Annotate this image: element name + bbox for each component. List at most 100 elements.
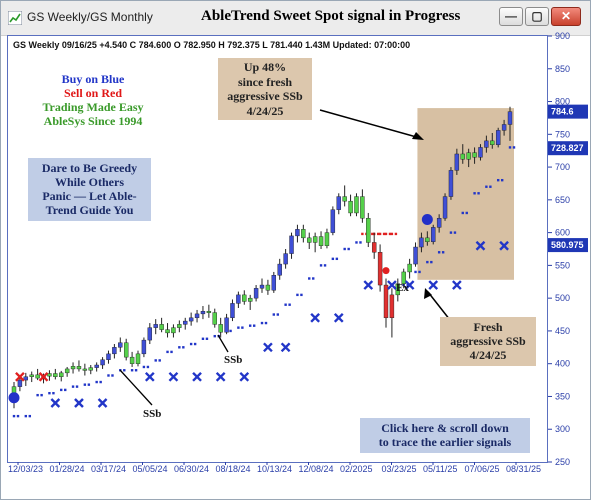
stop-dot (465, 211, 468, 215)
stop-dot (260, 321, 264, 325)
scroll-hint-line: to trace the earlier signals (378, 435, 512, 449)
candle-body (188, 317, 194, 322)
candle-body (401, 271, 406, 284)
candle-body (307, 237, 312, 243)
price-badge-label: 784.6 (551, 107, 574, 117)
stop-dot (40, 393, 43, 397)
x-stroke (310, 312, 320, 323)
y-tick-label: 900 (555, 31, 570, 41)
candle-body (283, 253, 288, 265)
blue-x-signal (428, 280, 439, 290)
stop-dot (201, 337, 205, 340)
candle-body (171, 327, 176, 334)
candle-body (165, 329, 170, 334)
stop-dot (418, 270, 421, 274)
x-stroke (97, 398, 108, 408)
stop-dot (437, 251, 441, 254)
candle-body (354, 196, 359, 214)
stop-dot (189, 342, 193, 346)
stop-dot (473, 192, 476, 195)
candle-body (295, 229, 300, 237)
tab-label[interactable]: GS Weekly/GS Monthly (27, 10, 153, 24)
candle-body (129, 356, 135, 364)
stop-dot (288, 303, 291, 306)
candle-body (324, 232, 330, 246)
x-stroke (452, 280, 462, 290)
close-button[interactable]: ✕ (551, 7, 581, 26)
candle-body (301, 229, 306, 239)
stop-dot (323, 264, 327, 267)
candle-body (23, 376, 29, 381)
blue-x-signal (452, 280, 462, 290)
scroll-hint-line: Click here & scroll down (381, 421, 509, 435)
price-badge (548, 238, 588, 253)
stop-dot (248, 324, 252, 327)
x-stroke (144, 371, 155, 382)
stop-dot (276, 313, 280, 316)
x-tick-label: 06/30/24 (174, 464, 209, 474)
candle-body (88, 367, 93, 371)
candle-body (377, 252, 383, 286)
x-stroke (280, 342, 291, 353)
stop-dot (477, 192, 480, 195)
stop-dot (52, 391, 55, 395)
candle-body (259, 284, 265, 289)
blue-x-signal (168, 371, 179, 382)
candle-body (419, 237, 424, 248)
minimize-button[interactable]: — (499, 7, 523, 26)
scroll-hint-button[interactable]: Click here & scroll down to trace the ea… (360, 418, 530, 453)
candle-body (271, 275, 277, 291)
up48-line: aggressive SSb (227, 89, 303, 103)
stop-dot (500, 178, 504, 182)
x-stroke (499, 240, 509, 251)
y-tick-label: 300 (555, 424, 570, 434)
sell-signal-dot (382, 267, 390, 275)
x-tick-label: 12/03/23 (8, 464, 43, 474)
candle-body (490, 140, 495, 145)
stop-dot (496, 178, 500, 182)
stop-dot (134, 369, 138, 372)
candle-body (53, 373, 58, 377)
red-stop-dot (384, 232, 388, 236)
up48-line: since fresh (237, 74, 293, 89)
red-x-signal (15, 371, 25, 382)
x-tick-label: 08/18/24 (216, 464, 251, 474)
stop-dot (343, 247, 346, 251)
candle-body (159, 324, 164, 330)
stop-dot (359, 241, 362, 244)
stop-dot (95, 380, 98, 384)
stop-dot (28, 414, 32, 418)
candle-body (484, 140, 489, 148)
x-tick-label: 03/23/25 (382, 464, 417, 474)
stop-dot (111, 374, 114, 377)
candle-body (218, 324, 223, 333)
candle-body (59, 372, 64, 378)
candle-body (442, 196, 448, 219)
x-stroke (15, 371, 25, 382)
blue-x-signal (97, 398, 108, 408)
stop-dot (154, 359, 157, 362)
buy-signal-dot (8, 392, 20, 404)
tab-strip[interactable]: GS Weekly/GS Monthly (27, 10, 165, 24)
x-stroke (215, 371, 226, 382)
stop-dot (12, 414, 16, 418)
stop-dot (166, 350, 169, 354)
candle-body (153, 324, 158, 328)
price-badge-label: 580.975 (551, 240, 584, 250)
candle-body (123, 342, 129, 358)
candle-body (106, 353, 111, 360)
x-stroke (333, 312, 344, 323)
up48-pointer-line (319, 109, 421, 139)
stop-dot (24, 414, 28, 418)
maximize-button[interactable]: ▢ (525, 7, 549, 26)
y-tick-label: 500 (555, 293, 570, 303)
stop-dot (83, 383, 87, 386)
candle-body (425, 237, 430, 242)
up48-callout: Up 48% since fresh aggressive SSb 4/24/2… (218, 58, 312, 120)
candle-body (318, 236, 324, 246)
arrowhead (424, 288, 432, 299)
stop-dot (272, 313, 276, 316)
x-stroke (192, 371, 202, 382)
y-tick-label: 600 (555, 228, 570, 238)
